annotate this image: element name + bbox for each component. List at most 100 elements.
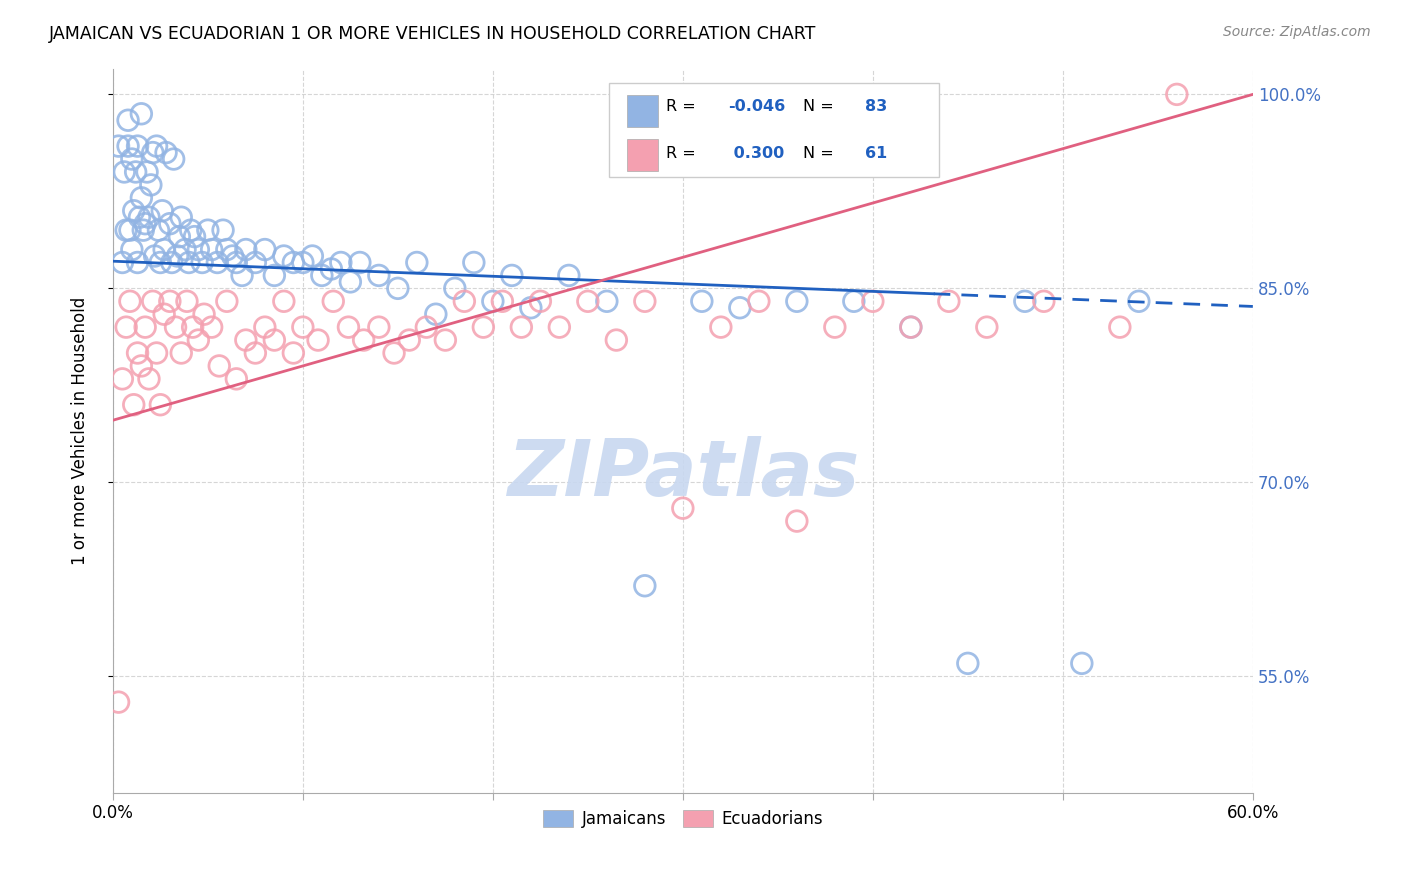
Text: 83: 83 bbox=[865, 99, 887, 113]
Point bbox=[283, 255, 305, 269]
Point bbox=[153, 243, 176, 257]
Point bbox=[862, 294, 884, 309]
Point bbox=[128, 211, 150, 225]
Point bbox=[187, 333, 209, 347]
Point bbox=[112, 165, 135, 179]
Point bbox=[405, 255, 427, 269]
Point bbox=[245, 346, 267, 360]
Point bbox=[231, 268, 253, 283]
Point bbox=[690, 294, 713, 309]
Point bbox=[510, 320, 533, 334]
Text: R =: R = bbox=[666, 99, 700, 113]
Point bbox=[672, 501, 695, 516]
Point bbox=[163, 152, 186, 166]
Text: N =: N = bbox=[803, 99, 838, 113]
Point bbox=[434, 333, 457, 347]
Point bbox=[444, 281, 467, 295]
Point bbox=[201, 243, 224, 257]
Point bbox=[139, 178, 162, 192]
Point bbox=[976, 320, 998, 334]
Point bbox=[117, 113, 139, 128]
Point bbox=[145, 139, 167, 153]
Text: N =: N = bbox=[803, 146, 838, 161]
Point bbox=[148, 223, 170, 237]
Point bbox=[153, 307, 176, 321]
Point bbox=[225, 255, 247, 269]
Point bbox=[193, 307, 215, 321]
Point bbox=[131, 359, 153, 373]
Point bbox=[425, 307, 447, 321]
Point bbox=[453, 294, 475, 309]
Point bbox=[107, 695, 129, 709]
Point bbox=[1128, 294, 1150, 309]
Point bbox=[197, 223, 219, 237]
Point bbox=[124, 165, 146, 179]
Point bbox=[1070, 657, 1092, 671]
Point bbox=[311, 268, 333, 283]
Point bbox=[183, 229, 205, 244]
Point bbox=[321, 262, 343, 277]
Text: Source: ZipAtlas.com: Source: ZipAtlas.com bbox=[1223, 25, 1371, 39]
Point bbox=[520, 301, 543, 315]
Point bbox=[176, 294, 198, 309]
Text: R =: R = bbox=[666, 146, 700, 161]
Text: 0.300: 0.300 bbox=[728, 146, 785, 161]
Point bbox=[134, 217, 156, 231]
Point bbox=[118, 294, 141, 309]
Point bbox=[1014, 294, 1036, 309]
Point bbox=[956, 657, 979, 671]
Point bbox=[307, 333, 329, 347]
Point bbox=[710, 320, 733, 334]
Point bbox=[131, 107, 153, 121]
Point bbox=[107, 139, 129, 153]
Point bbox=[143, 249, 166, 263]
Point bbox=[349, 255, 371, 269]
Point bbox=[273, 294, 295, 309]
Point bbox=[122, 398, 145, 412]
Text: 61: 61 bbox=[865, 146, 887, 161]
Point bbox=[235, 333, 257, 347]
Point bbox=[177, 255, 200, 269]
Point bbox=[138, 372, 160, 386]
Point bbox=[142, 145, 165, 160]
Point bbox=[127, 255, 149, 269]
Point bbox=[115, 223, 138, 237]
Point bbox=[159, 217, 181, 231]
Point bbox=[150, 203, 173, 218]
Point bbox=[207, 255, 229, 269]
Point bbox=[291, 255, 314, 269]
Point bbox=[491, 294, 513, 309]
Point bbox=[824, 320, 846, 334]
Point bbox=[121, 243, 143, 257]
Text: ZIPatlas: ZIPatlas bbox=[506, 436, 859, 512]
Point bbox=[253, 320, 276, 334]
Point bbox=[938, 294, 960, 309]
Point bbox=[253, 243, 276, 257]
Text: -0.046: -0.046 bbox=[728, 99, 786, 113]
Point bbox=[900, 320, 922, 334]
Point bbox=[134, 320, 156, 334]
Point bbox=[634, 294, 657, 309]
Point bbox=[138, 211, 160, 225]
Point bbox=[132, 223, 155, 237]
Point bbox=[728, 301, 751, 315]
Point bbox=[353, 333, 375, 347]
Text: JAMAICAN VS ECUADORIAN 1 OR MORE VEHICLES IN HOUSEHOLD CORRELATION CHART: JAMAICAN VS ECUADORIAN 1 OR MORE VEHICLE… bbox=[49, 25, 817, 43]
Y-axis label: 1 or more Vehicles in Household: 1 or more Vehicles in Household bbox=[72, 296, 89, 565]
Point bbox=[127, 139, 149, 153]
Point bbox=[576, 294, 599, 309]
Point bbox=[367, 268, 389, 283]
Point bbox=[301, 249, 323, 263]
Point bbox=[208, 359, 231, 373]
Point bbox=[131, 191, 153, 205]
Point bbox=[118, 223, 141, 237]
Point bbox=[155, 145, 177, 160]
Point bbox=[145, 346, 167, 360]
Point bbox=[634, 579, 657, 593]
Point bbox=[170, 211, 193, 225]
Point bbox=[748, 294, 770, 309]
Point bbox=[221, 249, 243, 263]
Point bbox=[283, 346, 305, 360]
Point bbox=[387, 281, 409, 295]
Point bbox=[339, 275, 361, 289]
